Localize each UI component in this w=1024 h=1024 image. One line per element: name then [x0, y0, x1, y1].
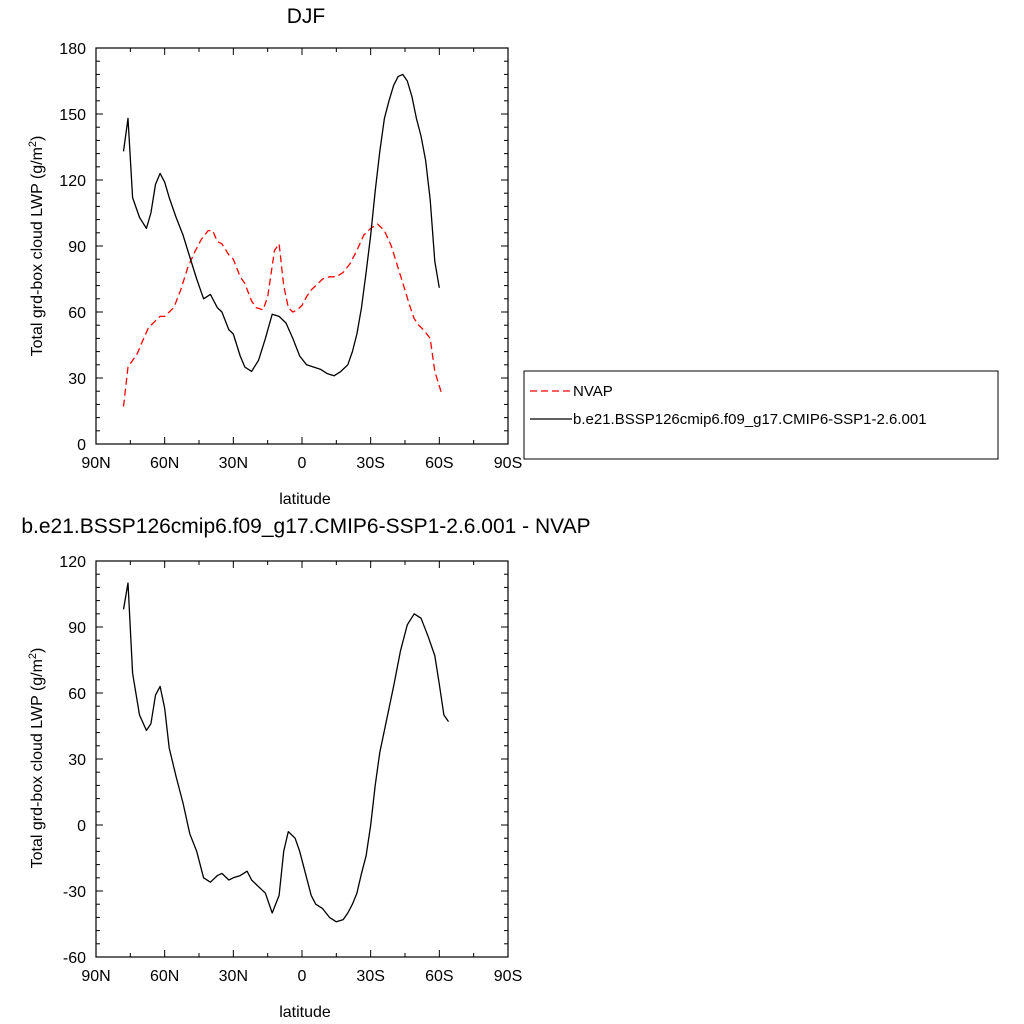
series-top — [122, 73, 443, 407]
y-tick-label-bottom: 30 — [68, 752, 86, 769]
series-line-model-top — [122, 73, 440, 377]
y-tick-label-top: 60 — [68, 305, 86, 322]
y-tick-label-top: 30 — [68, 371, 86, 388]
y-tick-label-bottom: 60 — [68, 686, 86, 703]
x-tick-label-bottom: 90S — [494, 968, 522, 985]
y-tick-label-bottom: 90 — [68, 620, 86, 637]
series-line-model-bottom — [122, 582, 450, 923]
y-tick-label-bottom: -60 — [63, 950, 86, 967]
x-tick-label-top: 90N — [81, 455, 110, 472]
x-tick-label-bottom: 60N — [150, 968, 179, 985]
x-tick-label-top: 60S — [425, 455, 453, 472]
x-tick-label-bottom: 90N — [81, 968, 110, 985]
x-tick-label-bottom: 60S — [425, 968, 453, 985]
y-tick-label-bottom: 0 — [77, 818, 86, 835]
x-tick-label-top: 90S — [494, 455, 522, 472]
y-tick-label-top: 90 — [68, 239, 86, 256]
x-tick-label-top: 30S — [356, 455, 384, 472]
chart-title-bottom: b.e21.BSSP126cmip6.f09_g17.CMIP6-SSP1-2.… — [21, 515, 590, 538]
y-axis-label-bottom: Total grd-box cloud LWP (g/m2) — [27, 648, 46, 869]
x-tick-label-top: 30N — [219, 455, 248, 472]
plot-frame-top — [95, 47, 509, 445]
y-tick-label-bottom: 120 — [59, 554, 86, 571]
series-bottom — [122, 582, 450, 923]
panel-bottom: b.e21.BSSP126cmip6.f09_g17.CMIP6-SSP1-2.… — [21, 515, 590, 1021]
ticks-top: 90N 60N 30N 0 30S 60S 90S 0 30 60 90 120 150 180 — [59, 41, 522, 472]
y-tick-label-top: 180 — [59, 41, 86, 58]
series-line-nvap-top — [122, 223, 443, 407]
y-tick-label-top: 0 — [77, 437, 86, 454]
x-tick-label-top: 60N — [150, 455, 179, 472]
ticks-bottom: 90N 60N 30N 0 30S 60S 90S -60 -30 0 30 60 90 120 — [59, 554, 522, 985]
x-tick-label-bottom: 0 — [298, 968, 307, 985]
y-tick-label-top: 120 — [59, 173, 86, 190]
y-tick-label-bottom: -30 — [63, 884, 86, 901]
legend: NVAP b.e21.BSSP126cmip6.f09_g17.CMIP6-SS… — [523, 370, 999, 460]
plot-frame-bottom — [95, 560, 509, 958]
x-tick-label-top: 0 — [298, 455, 307, 472]
x-tick-label-bottom: 30N — [219, 968, 248, 985]
y-axis-label-top: Total grd-box cloud LWP (g/m2) — [27, 136, 46, 357]
x-axis-label-bottom: latitude — [279, 1004, 331, 1021]
y-tick-label-top: 150 — [59, 107, 86, 124]
x-tick-label-bottom: 30S — [356, 968, 384, 985]
legend-label-model: b.e21.BSSP126cmip6.f09_g17.CMIP6-SSP1-2.… — [573, 411, 927, 428]
panel-top: DJF 90N 60N 30N 0 30S 60S 90S0306090120150180 … — [27, 5, 522, 508]
chart-title-top: DJF — [287, 5, 326, 28]
x-axis-label-top: latitude — [279, 491, 331, 508]
legend-label-nvap: NVAP — [573, 383, 613, 400]
legend-box — [523, 370, 999, 460]
